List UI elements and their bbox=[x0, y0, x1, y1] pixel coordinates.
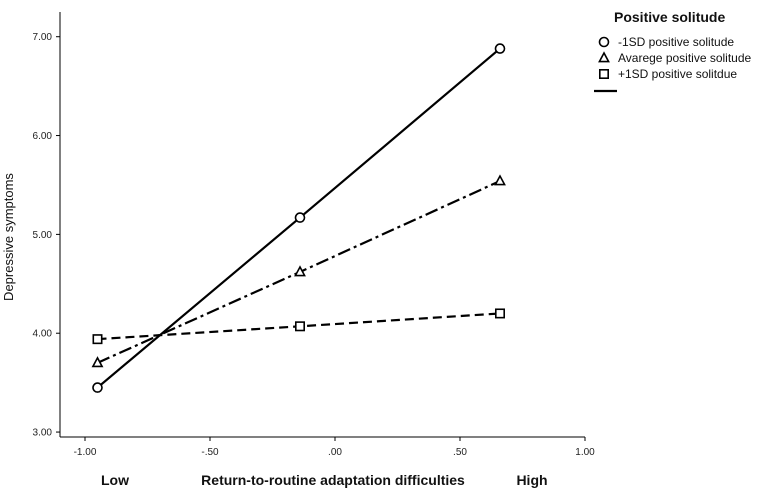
data-point-square bbox=[294, 321, 305, 332]
legend-entries: -1SD positive solitude Avarege positive s… bbox=[594, 35, 752, 93]
data-point-triangle bbox=[91, 356, 104, 368]
x-tick-label: -.50 bbox=[201, 447, 219, 458]
y-axis-label: Depressive symptoms bbox=[1, 173, 16, 301]
legend-entry: +1SD positive solitdue bbox=[598, 67, 737, 81]
x-tick-label: .00 bbox=[328, 447, 342, 458]
legend: Positive solitude -1SD positive solitude… bbox=[594, 9, 752, 93]
plot-area: 3.00 4.00 5.00 6.00 7.00 -1.00 -.50 .00 .50 1.00 bbox=[33, 12, 595, 458]
x-tick-label: .50 bbox=[453, 447, 467, 458]
x-ticks: -1.00 -.50 .00 .50 1.00 bbox=[74, 437, 595, 458]
data-point-square bbox=[494, 308, 505, 319]
data-point-circle bbox=[294, 212, 306, 223]
legend-label: -1SD positive solitude bbox=[618, 35, 734, 49]
y-tick-label: 5.00 bbox=[33, 230, 53, 241]
y-tick-label: 4.00 bbox=[33, 329, 53, 340]
x-tick-label: 1.00 bbox=[575, 447, 595, 458]
data-point-square bbox=[92, 334, 103, 345]
x-axis-high-label: High bbox=[516, 472, 547, 488]
series-group bbox=[91, 43, 506, 393]
y-tick-label: 7.00 bbox=[33, 32, 53, 43]
legend-entry: -1SD positive solitude bbox=[598, 35, 734, 49]
y-ticks: 3.00 4.00 5.00 6.00 7.00 bbox=[33, 32, 60, 439]
data-point-triangle bbox=[494, 174, 506, 186]
legend-label: +1SD positive solitdue bbox=[618, 67, 737, 81]
legend-marker-square bbox=[598, 69, 609, 80]
y-tick-label: 6.00 bbox=[33, 131, 53, 142]
series-3 bbox=[92, 308, 505, 345]
x-axis-low-label: Low bbox=[101, 472, 129, 488]
series-2 bbox=[91, 174, 506, 368]
x-axis-label: Return-to-routine adaptation difficultie… bbox=[201, 472, 465, 488]
data-point-circle bbox=[92, 382, 103, 393]
y-tick-label: 3.00 bbox=[33, 428, 53, 439]
legend-title: Positive solitude bbox=[614, 9, 725, 25]
legend-marker-triangle bbox=[598, 51, 610, 63]
legend-label: Avarege positive solitude bbox=[618, 51, 752, 65]
legend-entry: Avarege positive solitude bbox=[598, 51, 752, 65]
x-tick-label: -1.00 bbox=[74, 447, 97, 458]
legend-marker-circle bbox=[598, 36, 610, 48]
data-point-triangle bbox=[294, 265, 306, 277]
series-1 bbox=[92, 43, 506, 393]
data-point-circle bbox=[494, 43, 506, 54]
